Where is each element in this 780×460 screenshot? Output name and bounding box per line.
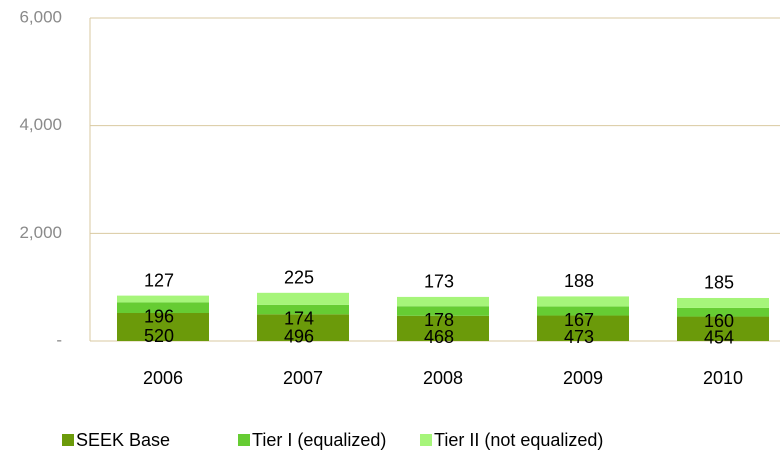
data-label: 496 xyxy=(284,326,314,346)
data-label: 127 xyxy=(144,270,174,290)
y-tick-label: - xyxy=(56,330,62,349)
data-label: 468 xyxy=(424,327,454,347)
bar-segment xyxy=(537,296,629,307)
x-tick-label: 2008 xyxy=(423,368,463,388)
data-label: 173 xyxy=(424,272,454,292)
x-tick-label: 2009 xyxy=(563,368,603,388)
legend-label: Tier II (not equalized) xyxy=(434,430,603,450)
bar-segment xyxy=(537,315,629,341)
data-label: 178 xyxy=(424,310,454,330)
data-label: 188 xyxy=(564,271,594,291)
legend-label: Tier I (equalized) xyxy=(252,430,386,450)
x-tick-label: 2010 xyxy=(703,368,743,388)
legend-swatch xyxy=(420,434,432,446)
bar-segment xyxy=(397,306,489,316)
y-tick-label: 6,000 xyxy=(19,7,62,26)
y-tick-label: 4,000 xyxy=(19,115,62,134)
bar-segment xyxy=(677,316,769,341)
x-tick-label: 2006 xyxy=(143,368,183,388)
bar-segment xyxy=(117,313,209,341)
data-label: 185 xyxy=(704,273,734,293)
bar-segment xyxy=(257,292,349,305)
x-tick-label: 2007 xyxy=(283,368,323,388)
bar-segment xyxy=(677,307,769,317)
legend-label: SEEK Base xyxy=(76,430,170,450)
data-label: 225 xyxy=(284,268,314,288)
data-label: 174 xyxy=(284,308,314,328)
bar-segment xyxy=(257,314,349,341)
data-label: 520 xyxy=(144,326,174,346)
bar-segment xyxy=(117,295,209,303)
data-label: 160 xyxy=(704,311,734,331)
data-label: 454 xyxy=(704,328,734,348)
bar-segment xyxy=(677,297,769,308)
data-label: 167 xyxy=(564,310,594,330)
bar-segment xyxy=(117,302,209,314)
legend-swatch xyxy=(62,434,74,446)
data-label: 473 xyxy=(564,327,594,347)
bar-segment xyxy=(397,296,489,307)
legend-swatch xyxy=(238,434,250,446)
y-tick-label: 2,000 xyxy=(19,223,62,242)
data-label: 196 xyxy=(144,306,174,326)
bar-segment xyxy=(397,315,489,341)
bar-segment xyxy=(257,304,349,315)
bar-segment xyxy=(537,306,629,316)
